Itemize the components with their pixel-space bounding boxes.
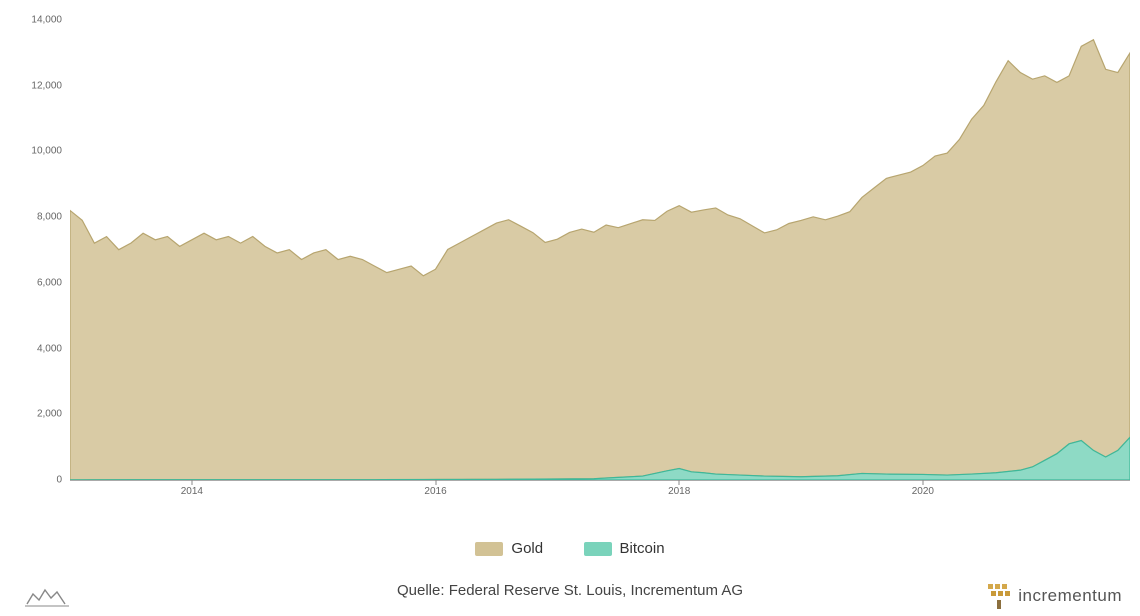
- chart-container: 02,0004,0006,0008,00010,00012,00014,000 …: [10, 20, 1130, 520]
- legend-label: Gold: [511, 540, 543, 557]
- y-tick-label: 2,000: [37, 409, 62, 420]
- x-tick-mark: [922, 480, 923, 485]
- legend-swatch-bitcoin: [584, 542, 612, 556]
- legend-swatch-gold: [475, 542, 503, 556]
- zoom-sparkline-icon: [25, 586, 69, 608]
- x-tick-label: 2018: [668, 486, 690, 497]
- y-tick-label: 6,000: [37, 277, 62, 288]
- x-tick-label: 2014: [181, 486, 203, 497]
- x-tick-mark: [191, 480, 192, 485]
- source-attribution: Quelle: Federal Reserve St. Louis, Incre…: [0, 582, 1140, 599]
- incrementum-tree-icon: [986, 582, 1012, 610]
- legend-item-gold[interactable]: Gold: [475, 540, 543, 557]
- x-tick-mark: [679, 480, 680, 485]
- zoom-range-icon[interactable]: [25, 586, 69, 608]
- brand-logo[interactable]: incrementum: [986, 582, 1122, 610]
- y-tick-label: 4,000: [37, 343, 62, 354]
- legend-label: Bitcoin: [620, 540, 665, 557]
- source-text: Quelle: Federal Reserve St. Louis, Incre…: [397, 582, 743, 599]
- axis-baseline: [70, 480, 1130, 481]
- area-chart-svg: [70, 20, 1130, 480]
- brand-name: incrementum: [1018, 586, 1122, 606]
- x-tick-label: 2020: [912, 486, 934, 497]
- legend-item-bitcoin[interactable]: Bitcoin: [584, 540, 665, 557]
- y-tick-label: 0: [56, 475, 62, 486]
- x-axis: 2014 2016 2018 2020: [70, 482, 1130, 502]
- x-tick-label: 2016: [424, 486, 446, 497]
- y-tick-label: 12,000: [31, 80, 62, 91]
- y-tick-label: 10,000: [31, 146, 62, 157]
- y-tick-label: 14,000: [31, 15, 62, 26]
- y-axis: 02,0004,0006,0008,00010,00012,00014,000: [10, 20, 68, 480]
- y-tick-label: 8,000: [37, 212, 62, 223]
- x-tick-mark: [435, 480, 436, 485]
- area-gold: [70, 40, 1130, 480]
- legend: Gold Bitcoin: [0, 540, 1140, 561]
- plot-area[interactable]: [70, 20, 1130, 480]
